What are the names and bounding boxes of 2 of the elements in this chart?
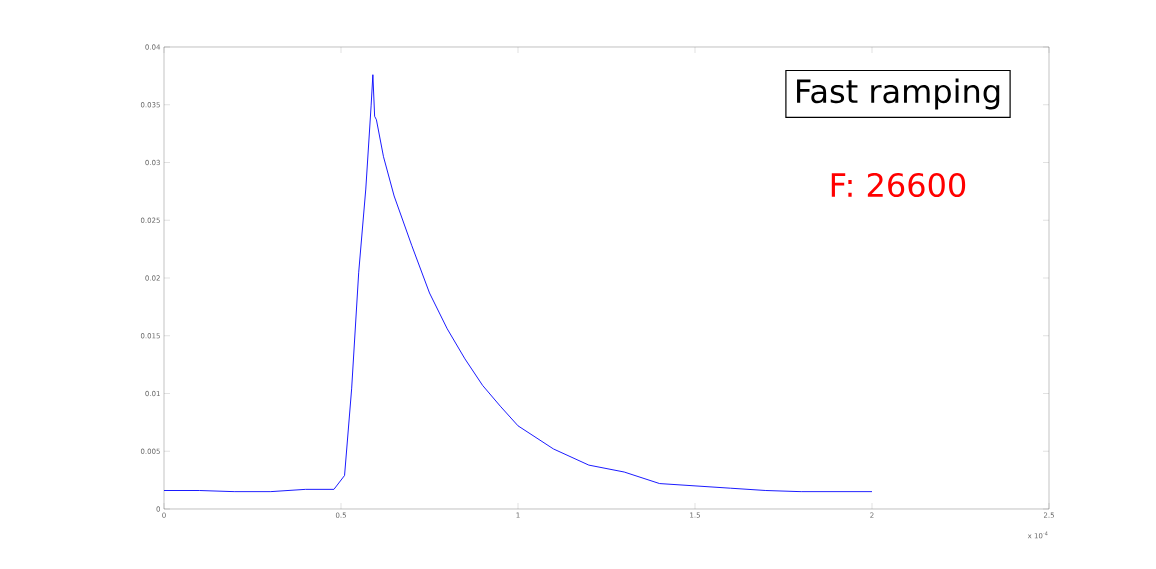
- annotation: Fast ramping: [797, 78, 1000, 110]
- annotation: F: 26600: [831, 172, 966, 198]
